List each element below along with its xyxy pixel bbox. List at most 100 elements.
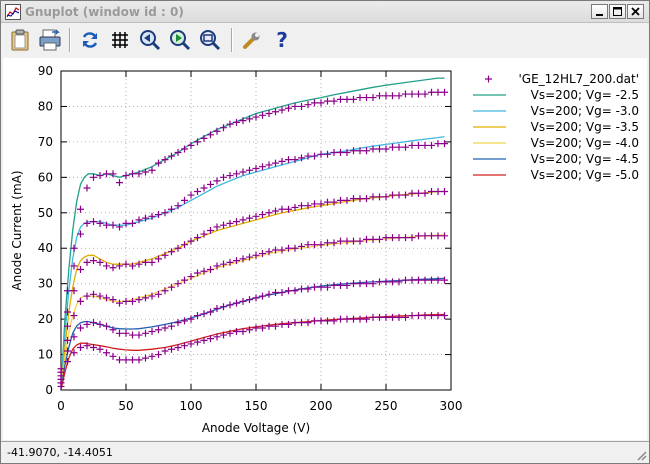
data-point-marker	[246, 253, 253, 261]
help-button[interactable]: ?	[269, 27, 295, 53]
data-point-marker	[161, 324, 169, 332]
data-point-marker	[213, 223, 221, 231]
data-point-marker	[168, 205, 175, 213]
data-point-marker	[129, 219, 136, 227]
y-tick-label: 10	[38, 348, 53, 362]
data-point-marker	[220, 173, 227, 181]
data-point-marker	[402, 143, 409, 151]
data-point-marker	[415, 90, 422, 98]
data-point-marker	[395, 92, 403, 100]
data-point-marker	[298, 285, 305, 293]
data-point-marker	[330, 198, 338, 206]
plot-chart[interactable]: 0 50 100 150 200 250 300 0 10 20 30 40 50 60 70 80 90 Ano…	[3, 58, 647, 440]
data-point-marker	[252, 251, 260, 259]
data-point-marker	[408, 276, 416, 284]
data-point-marker	[434, 276, 442, 284]
data-point-marker	[311, 241, 318, 249]
data-point-marker	[337, 196, 344, 204]
data-point-marker	[291, 287, 299, 295]
data-point-marker	[70, 312, 78, 320]
zoom-back-icon	[140, 30, 161, 51]
data-point-marker	[311, 317, 318, 325]
data-point-marker	[369, 280, 377, 288]
data-point-marker	[142, 294, 149, 302]
data-point-marker	[103, 322, 110, 330]
y-tick-label: 60	[38, 170, 53, 184]
data-point-marker	[233, 118, 240, 126]
data-point-marker	[434, 88, 442, 96]
data-point-marker	[428, 276, 435, 284]
data-point-marker	[252, 324, 260, 332]
data-point-marker	[168, 152, 175, 160]
close-icon	[631, 7, 640, 16]
data-point-marker	[213, 262, 221, 270]
data-point-marker	[155, 351, 162, 359]
unzoom-button[interactable]	[197, 27, 223, 53]
zoom-previous-button[interactable]	[137, 27, 163, 53]
data-point-marker	[402, 313, 409, 321]
wrench-icon	[243, 32, 260, 49]
zoom-forward-icon	[170, 30, 191, 51]
data-point-marker	[226, 301, 234, 309]
data-point-marker	[350, 147, 357, 155]
data-point-marker	[207, 265, 214, 273]
toolbar-separator	[69, 28, 71, 52]
data-point-marker	[233, 170, 240, 178]
data-point-marker	[64, 308, 71, 316]
grid-icon	[112, 32, 128, 48]
data-point-marker	[122, 329, 130, 337]
data-point-marker	[148, 328, 156, 336]
data-point-marker	[337, 95, 344, 103]
data-point-marker	[389, 278, 396, 286]
title-bar[interactable]: Gnuplot (window id : 0)	[1, 1, 649, 23]
data-point-marker	[317, 99, 325, 107]
data-point-marker	[376, 278, 383, 286]
data-point-marker	[103, 294, 110, 302]
data-point-marker	[369, 94, 377, 102]
data-point-marker	[272, 289, 279, 297]
data-point-marker	[324, 150, 331, 158]
y-axis-label: Anode Current (mA)	[10, 170, 24, 290]
options-button[interactable]	[239, 27, 265, 53]
data-point-marker	[402, 90, 409, 98]
data-point-marker	[70, 287, 78, 295]
data-point-marker	[285, 104, 292, 112]
data-point-marker	[356, 195, 364, 203]
data-point-marker	[109, 170, 117, 178]
data-point-marker	[382, 145, 390, 153]
data-point-marker	[129, 170, 136, 178]
zoom-next-button[interactable]	[167, 27, 193, 53]
y-tick-label: 0	[45, 383, 53, 397]
minimize-button[interactable]	[591, 4, 608, 19]
y-tick-label: 20	[38, 312, 53, 326]
data-point-marker	[311, 200, 318, 208]
data-point-marker	[148, 352, 156, 360]
data-point-marker	[213, 333, 221, 341]
data-point-marker	[298, 154, 305, 162]
data-point-marker	[135, 296, 143, 304]
data-point-marker	[194, 234, 201, 242]
toggle-grid-button[interactable]	[107, 27, 133, 53]
data-point-marker	[298, 319, 305, 327]
maximize-button[interactable]	[609, 4, 626, 19]
print-button[interactable]	[37, 27, 63, 53]
data-point-marker	[363, 315, 370, 323]
data-point-marker	[382, 313, 390, 321]
data-point-marker	[135, 170, 143, 178]
data-point-marker	[155, 326, 162, 334]
data-point-marker	[402, 276, 409, 284]
status-bar: -41.9070, -14.4051	[1, 441, 649, 463]
data-point-marker	[259, 324, 266, 332]
replot-button[interactable]	[77, 27, 103, 53]
data-point-marker	[96, 172, 104, 180]
copy-to-clipboard-button[interactable]	[7, 27, 33, 53]
data-point-marker	[434, 312, 442, 320]
data-point-marker	[187, 315, 195, 323]
data-point-marker	[148, 258, 156, 266]
close-button[interactable]	[627, 4, 644, 19]
plot-canvas[interactable]: 0 50 100 150 200 250 300 0 10 20 30 40 50 60 70 80 90 Ano…	[3, 58, 647, 440]
data-point-marker	[220, 221, 227, 229]
data-point-marker	[83, 320, 91, 328]
data-point-marker	[343, 95, 351, 103]
resize-grip-icon[interactable]	[635, 449, 647, 461]
